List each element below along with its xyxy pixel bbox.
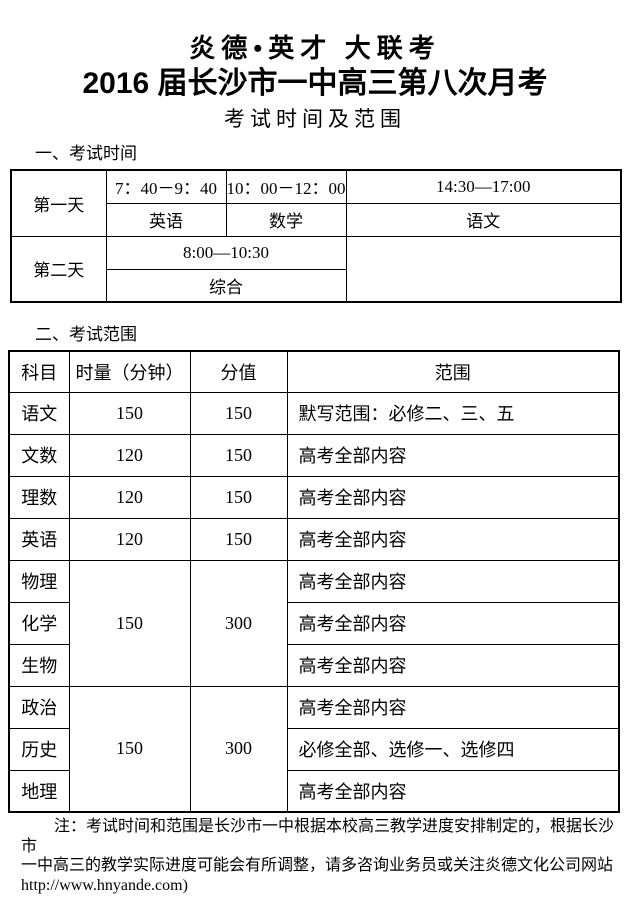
minutes-cell: 120 <box>68 517 191 561</box>
range-cell: 高考全部内容 <box>286 433 620 477</box>
score-cell: 150 <box>189 391 288 435</box>
table-row: 第一天 7：40－9：40 10：00－12：00 14:30—17:00 <box>10 169 622 237</box>
table-row: 生物 高考全部内容 <box>8 643 620 687</box>
brand-title: 炎德•英才 大联考 <box>189 34 441 63</box>
table-header-row: 科目 时量（分钟） 分值 范围 <box>8 350 620 393</box>
day1-slot1-time-cell: 7：40－9：40 <box>105 169 227 204</box>
score-cell: 150 <box>189 517 288 561</box>
range-cell: 高考全部内容 <box>286 643 620 687</box>
day1-slot1-subject-cell: 英语 <box>105 202 227 237</box>
page-subtitle: 考试时间及范围 <box>224 107 406 131</box>
range-cell: 高考全部内容 <box>286 475 620 519</box>
table-row: 地理 高考全部内容 <box>8 769 620 813</box>
footer-note-url: http://www.hnyande.com) <box>21 876 188 894</box>
range-cell: 高考全部内容 <box>286 685 620 729</box>
exam-notice-page: 炎德•英才 大联考 2016 届长沙市一中高三第八次月考 考试时间及范围 一、考… <box>0 34 630 900</box>
subject-cell: 化学 <box>8 601 70 645</box>
table-row: 第二天 8:00—10:30 <box>10 235 622 303</box>
score-cell: 150 <box>189 475 288 519</box>
table-row: 综合 <box>11 268 621 303</box>
range-cell: 高考全部内容 <box>286 517 620 561</box>
exam-scope-table: 科目 时量（分钟） 分值 范围 语文 150 150 默写范围：必修二、三、五 … <box>8 350 620 813</box>
day1-label-cell: 第一天 <box>10 169 107 237</box>
col-header-range: 范围 <box>286 350 620 393</box>
day1-slot3-subject-cell: 语文 <box>345 202 622 237</box>
page-title: 2016 届长沙市一中高三第八次月考 <box>82 67 548 100</box>
subject-cell: 生物 <box>8 643 70 687</box>
section-heading-exam-time: 一、考试时间 <box>35 144 137 163</box>
subject-cell: 语文 <box>8 391 70 435</box>
table-row: 化学 高考全部内容 <box>8 601 620 645</box>
table-row: 历史 必修全部、选修一、选修四 <box>8 727 620 771</box>
col-header-minutes: 时量（分钟） <box>68 350 191 393</box>
score-cell: 300 <box>189 559 288 687</box>
day1-slot2-subject-cell: 数学 <box>225 202 347 237</box>
subject-cell: 英语 <box>8 517 70 561</box>
table-row: 物理 150 300 高考全部内容 <box>8 559 620 687</box>
table-row: 政治 150 300 高考全部内容 <box>8 685 620 813</box>
subject-cell: 地理 <box>8 769 70 813</box>
day2-label-cell: 第二天 <box>10 235 107 303</box>
col-header-subject: 科目 <box>8 350 70 393</box>
minutes-cell: 150 <box>68 559 191 687</box>
subject-cell: 理数 <box>8 475 70 519</box>
score-cell: 300 <box>189 685 288 813</box>
minutes-cell: 150 <box>68 685 191 813</box>
range-cell: 默写范围：必修二、三、五 <box>286 391 620 435</box>
range-cell: 必修全部、选修一、选修四 <box>286 727 620 771</box>
table-row: 理数 120 150 高考全部内容 <box>8 475 620 519</box>
day2-slot1-time-cell: 8:00—10:30 <box>105 235 347 270</box>
subject-cell: 物理 <box>8 559 70 603</box>
range-cell: 高考全部内容 <box>286 559 620 603</box>
minutes-cell: 120 <box>68 433 191 477</box>
range-cell: 高考全部内容 <box>286 601 620 645</box>
footer-note: 注：考试时间和范围是长沙市一中根据本校高三教学进度安排制定的，根据长沙市 一中高… <box>21 817 615 895</box>
section-heading-exam-scope: 二、考试范围 <box>35 325 137 344</box>
col-header-score: 分值 <box>189 350 288 393</box>
table-row: 语文 150 150 默写范围：必修二、三、五 <box>8 391 620 435</box>
range-cell: 高考全部内容 <box>286 769 620 813</box>
day1-slot3-time-cell: 14:30—17:00 <box>345 169 622 204</box>
minutes-cell: 150 <box>68 391 191 435</box>
subject-cell: 历史 <box>8 727 70 771</box>
exam-time-table: 第一天 7：40－9：40 10：00－12：00 14:30—17:00 英语… <box>10 169 622 303</box>
score-cell: 150 <box>189 433 288 477</box>
table-row: 英语 120 150 高考全部内容 <box>8 517 620 561</box>
table-row: 文数 120 150 高考全部内容 <box>8 433 620 477</box>
footer-note-line: 注：考试时间和范围是长沙市一中根据本校高三教学进度安排制定的，根据长沙市 <box>21 818 615 855</box>
subject-cell: 政治 <box>8 685 70 729</box>
day2-empty-cell <box>345 235 622 303</box>
day2-slot1-subject-cell: 综合 <box>105 268 347 303</box>
subject-cell: 文数 <box>8 433 70 477</box>
minutes-cell: 120 <box>68 475 191 519</box>
day1-slot2-time-cell: 10：00－12：00 <box>225 169 347 204</box>
